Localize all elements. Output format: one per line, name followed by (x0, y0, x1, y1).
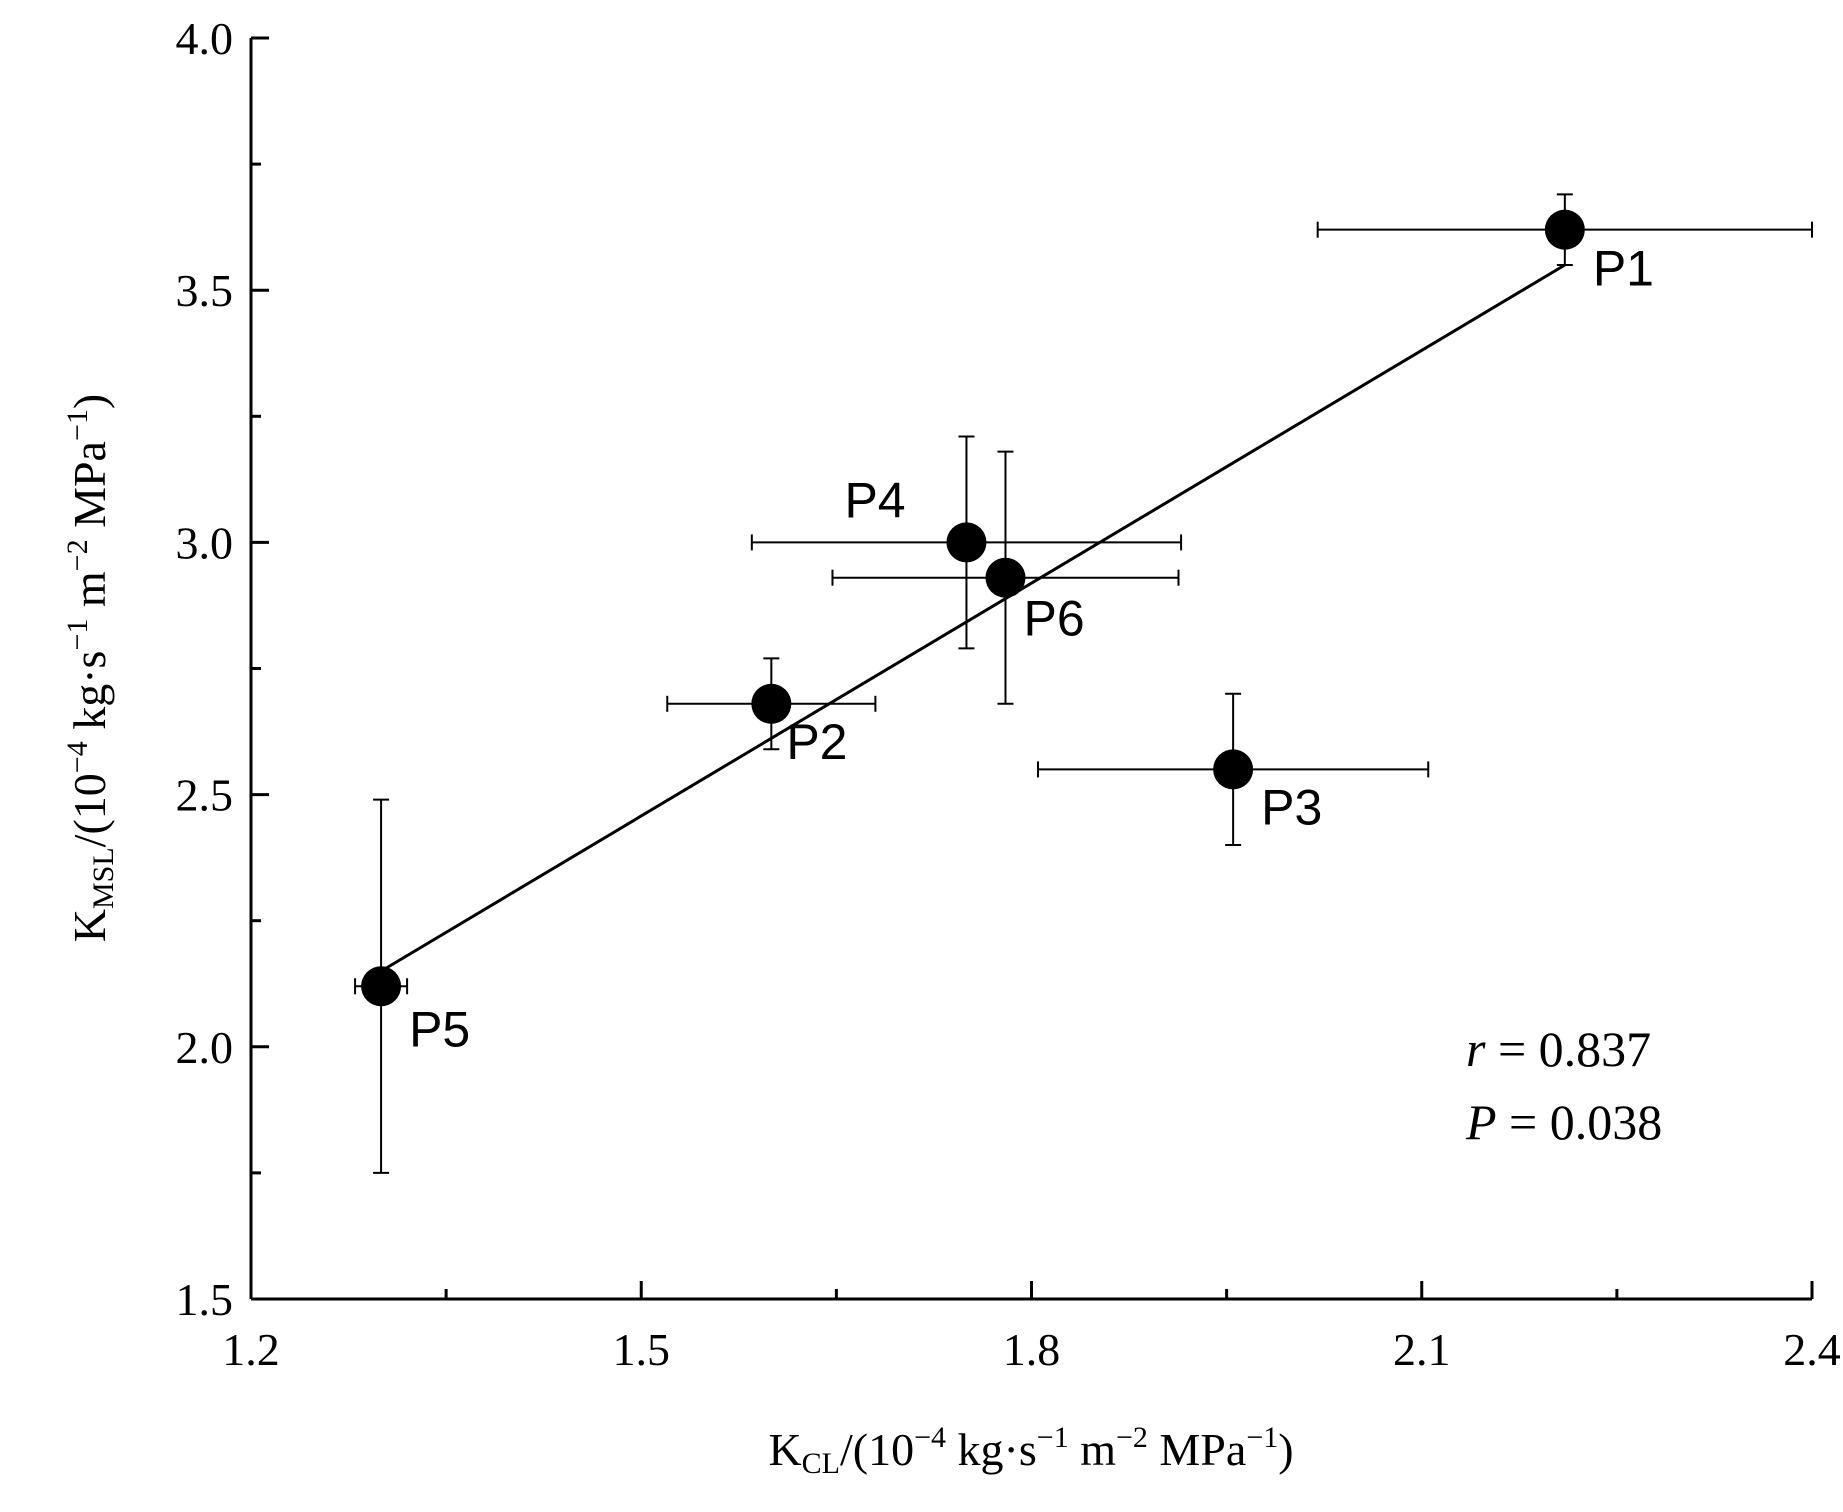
point-label: P1 (1593, 241, 1654, 297)
stat-r: r = 0.837 (1466, 1021, 1651, 1077)
x-tick-label: 2.4 (1783, 1324, 1841, 1375)
point-label: P5 (409, 1001, 470, 1057)
point-label: P4 (844, 472, 905, 528)
data-point (1213, 749, 1254, 790)
x-axis-title: KCL/(10−4 kg·s−1 m−2 MPa−1) (768, 1421, 1293, 1480)
stat-p: P = 0.038 (1465, 1094, 1662, 1150)
y-axis-title: KMSL/(10−4 kg·s−1 m−2 MPa−1) (61, 394, 120, 942)
y-tick-label: 3.5 (176, 265, 234, 316)
fit-line-group (380, 263, 1566, 973)
y-tick-label: 1.5 (176, 1274, 234, 1325)
data-point (985, 557, 1026, 598)
y-tick-label: 2.0 (176, 1022, 234, 1073)
point-label: P6 (1023, 591, 1084, 647)
data-point (751, 683, 792, 724)
point-label: P3 (1261, 779, 1322, 835)
data-point (361, 966, 402, 1007)
x-tick-label: 1.2 (222, 1324, 280, 1375)
point-labels: P1 P2 P3 P4 P5 P6 (409, 241, 1654, 1058)
x-ticks: 1.2 1.5 1.8 2.1 2.4 (222, 1281, 1841, 1375)
data-point (1544, 209, 1585, 250)
x-tick-label: 1.5 (613, 1324, 671, 1375)
data-points (361, 209, 1585, 1007)
fit-line (380, 263, 1566, 973)
y-tick-label: 2.5 (176, 770, 234, 821)
y-ticks: 1.5 2.0 2.5 3.0 3.5 4.0 (176, 13, 269, 1325)
x-tick-label: 2.1 (1393, 1324, 1451, 1375)
x-tick-label: 1.8 (1003, 1324, 1061, 1375)
data-point (946, 522, 987, 563)
point-label: P2 (786, 714, 847, 770)
y-tick-label: 4.0 (176, 13, 234, 64)
y-tick-label: 3.0 (176, 517, 234, 568)
